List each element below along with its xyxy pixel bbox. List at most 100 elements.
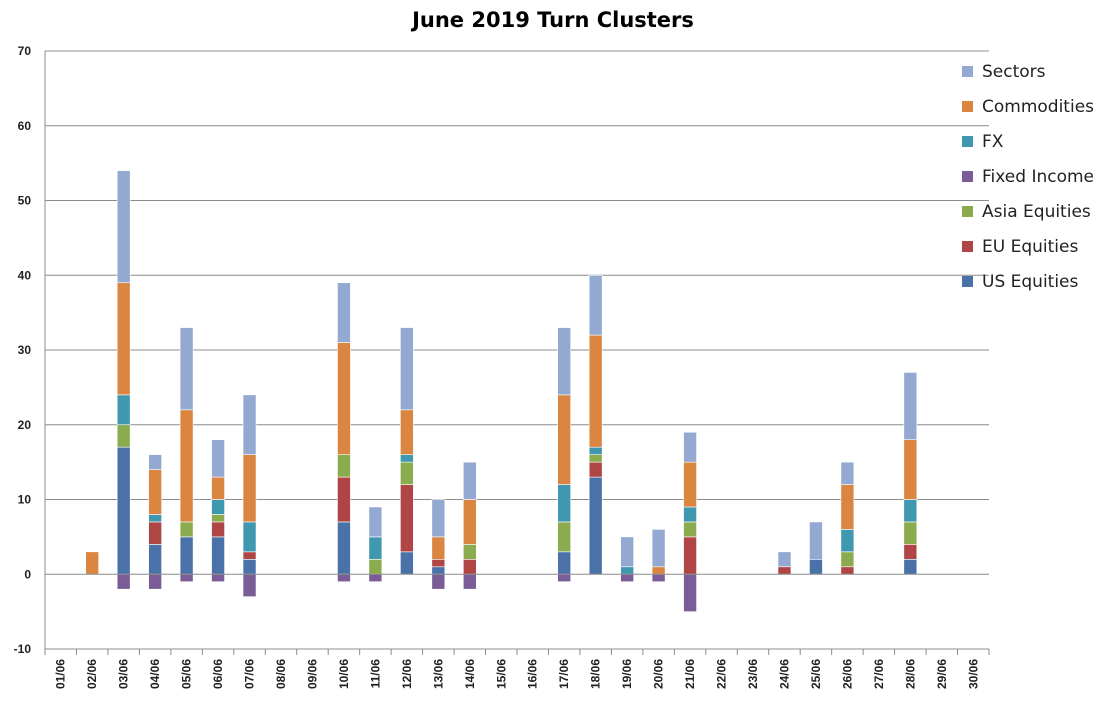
legend-swatch xyxy=(962,241,973,252)
bar-segment xyxy=(148,573,162,590)
bar-segment xyxy=(116,424,131,448)
legend-label: Fixed Income xyxy=(982,166,1095,187)
y-tick-label: 40 xyxy=(18,268,32,282)
bar-segment xyxy=(620,573,634,583)
bar-segment xyxy=(431,566,446,575)
bar-segment xyxy=(683,506,697,523)
bar-segment xyxy=(903,499,918,523)
bar-segment xyxy=(116,394,131,426)
x-tick-label: 09/06 xyxy=(305,659,319,689)
bar-segment xyxy=(809,558,823,575)
bar-segment xyxy=(211,499,225,515)
bar-segment xyxy=(557,551,572,575)
bar-segment xyxy=(400,409,414,455)
bar-segment xyxy=(400,454,414,463)
x-tick-label: 07/06 xyxy=(243,659,257,689)
bar-segment xyxy=(368,573,383,583)
x-tick-label: 14/06 xyxy=(463,659,477,689)
legend-item-fixed-income: Fixed Income xyxy=(962,159,1094,194)
legend-item-commodities: Commodities xyxy=(962,89,1094,124)
bar-segment xyxy=(211,573,225,583)
y-tick-label: 10 xyxy=(18,493,32,507)
legend-item-fx: FX xyxy=(962,124,1094,159)
bar-segment xyxy=(179,573,194,583)
bar-segment xyxy=(116,446,131,575)
bar-segment xyxy=(242,394,257,455)
bar-segment xyxy=(557,327,572,396)
chart-title: June 2019 Turn Clusters xyxy=(412,8,694,32)
y-tick-label: 30 xyxy=(18,343,32,357)
x-tick-label: 13/06 xyxy=(431,659,445,689)
y-tick-label: 60 xyxy=(18,119,32,133)
bar-segment xyxy=(840,484,855,530)
legend-swatch xyxy=(962,66,973,77)
y-tick-label: -10 xyxy=(14,642,32,656)
bar-segment xyxy=(777,551,792,568)
x-tick-label: 02/06 xyxy=(85,659,99,689)
bar-segment xyxy=(400,484,414,553)
x-tick-label: 17/06 xyxy=(557,659,571,689)
bar-segment xyxy=(683,573,697,612)
x-tick-label: 27/06 xyxy=(872,659,886,689)
x-tick-label: 18/06 xyxy=(589,659,603,689)
bar-segment xyxy=(462,544,477,560)
bar-segment xyxy=(840,461,855,485)
bar-segment xyxy=(116,573,131,590)
bar-segment xyxy=(777,566,792,575)
x-tick-label: 19/06 xyxy=(620,659,634,689)
bar-segment xyxy=(462,573,477,590)
bar-segment xyxy=(211,476,225,500)
bar-segment xyxy=(148,454,162,470)
bar-segment xyxy=(337,573,351,583)
bar-segment xyxy=(683,536,697,575)
bar-segment xyxy=(683,461,697,508)
bar-segment xyxy=(211,439,225,478)
legend-item-sectors: Sectors xyxy=(962,54,1094,89)
bar-segment xyxy=(400,461,414,485)
bar-segment xyxy=(179,327,194,411)
legend-item-eu-equities: EU Equities xyxy=(962,229,1094,264)
bar-segment xyxy=(211,521,225,538)
bar-segment xyxy=(431,499,446,538)
bar-segment xyxy=(557,394,572,485)
bar-segment xyxy=(557,484,572,523)
bar-segment xyxy=(116,282,131,396)
chart-legend: Sectors Commodities FX Fixed Income Asia… xyxy=(962,54,1094,299)
bar-segment xyxy=(620,536,634,568)
bar-segment xyxy=(148,544,162,575)
x-tick-label: 24/06 xyxy=(777,659,791,689)
x-tick-label: 04/06 xyxy=(148,659,162,689)
bar-segment xyxy=(840,551,855,568)
x-tick-label: 28/06 xyxy=(903,659,917,689)
x-tick-label: 20/06 xyxy=(652,659,666,689)
bar-segment xyxy=(809,521,823,560)
bar-segment xyxy=(683,431,697,463)
bar-segment xyxy=(242,573,257,597)
bar-segment xyxy=(903,544,918,560)
bar-segment xyxy=(85,551,99,575)
bar-segment xyxy=(242,521,257,553)
x-tick-label: 22/06 xyxy=(715,659,729,689)
bar-segment xyxy=(179,536,194,575)
bar-segment xyxy=(840,529,855,553)
bar-segment xyxy=(148,514,162,523)
bar-segment xyxy=(242,454,257,523)
bar-segment xyxy=(337,521,351,575)
bar-segment xyxy=(651,566,666,575)
y-tick-label: 70 xyxy=(18,44,32,58)
bar-segment xyxy=(148,469,162,515)
bar-segment xyxy=(337,342,351,455)
bar-segment xyxy=(431,558,446,568)
bar-segment xyxy=(179,409,194,523)
y-tick-label: 0 xyxy=(24,567,31,581)
legend-label: US Equities xyxy=(982,271,1079,292)
bar-segment xyxy=(242,551,257,560)
x-tick-label: 15/06 xyxy=(494,659,508,689)
bar-segment xyxy=(683,521,697,538)
bar-segment xyxy=(368,558,383,575)
bar-segment xyxy=(116,170,131,284)
bar-segment xyxy=(588,461,603,478)
bar-segment xyxy=(651,529,666,568)
bar-segment xyxy=(588,274,603,336)
